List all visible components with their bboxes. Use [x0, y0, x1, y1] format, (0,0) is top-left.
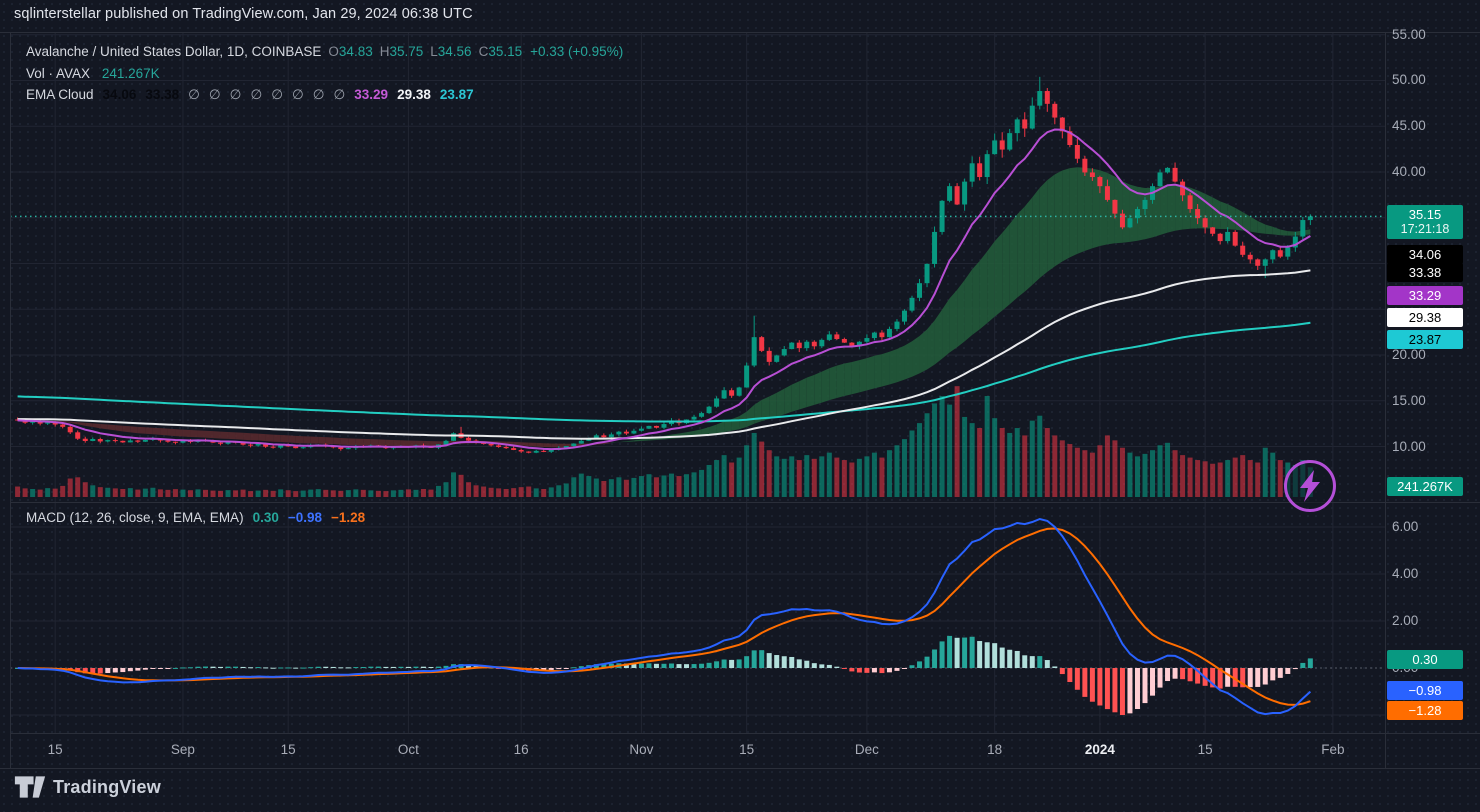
macd-value: −1.28 [331, 510, 366, 525]
ema-value: 29.38 [397, 87, 431, 102]
volume-label: Vol · AVAX [26, 66, 91, 81]
change-value: +0.33 (+0.95%) [530, 44, 624, 59]
time-axis-label: 15 [1197, 742, 1213, 757]
volume-value: 241.267K [101, 66, 160, 81]
ema-value: 33.38 [145, 87, 180, 102]
ema-cloud-label: EMA Cloud [26, 87, 94, 102]
axis-price-badge: 34.06 [1387, 244, 1463, 264]
time-axis-label: 18 [987, 742, 1003, 757]
boost-flash-button[interactable] [1284, 460, 1336, 512]
axis-tick-label: 45.00 [1392, 118, 1426, 133]
topbar-separator [0, 32, 1480, 33]
time-axis-label: Sep [170, 742, 195, 757]
ema-disabled-slot: ∅ [333, 87, 346, 102]
ohlc-letter: O [328, 44, 339, 59]
time-axis-label: Oct [397, 742, 419, 757]
axis-price-badge: 23.87 [1387, 329, 1463, 349]
macd-label: MACD (12, 26, close, 9, EMA, EMA) [26, 510, 244, 525]
axis-price-badge: −0.98 [1387, 680, 1463, 700]
time-axis-label: 16 [513, 742, 529, 757]
pane-left-border [10, 32, 11, 768]
ohlc-letter: L [430, 44, 438, 59]
footer-separator [0, 768, 1480, 769]
ema-disabled-slot: ∅ [208, 87, 221, 102]
published-bar: sqlinterstellar published on TradingView… [14, 6, 473, 22]
ohlc-letter: H [379, 44, 390, 59]
volume-legend-row[interactable]: Vol · AVAX 241.267K [26, 66, 160, 81]
axis-tick-label: 2.00 [1392, 613, 1419, 628]
tradingview-logo[interactable]: TradingView [14, 774, 161, 800]
axis-price-badge: 33.29 [1387, 285, 1463, 305]
symbol-title: Avalanche / United States Dollar, 1D, CO… [26, 44, 322, 59]
ohlc-value: 34.56 [437, 44, 472, 59]
ohlc-letter: C [478, 44, 489, 59]
time-scale-separator [10, 733, 1480, 734]
time-axis-label: 15 [280, 742, 296, 757]
ohlc-value: 35.15 [488, 44, 523, 59]
axis-price-badge: 33.38 [1387, 262, 1463, 282]
macd-pane-separator[interactable] [10, 502, 1480, 503]
ema-value: 23.87 [439, 87, 474, 102]
axis-tick-label: 15.00 [1392, 393, 1426, 408]
axis-tick-label: 40.00 [1392, 164, 1426, 179]
time-axis-label: Dec [854, 742, 879, 757]
brand-name: TradingView [53, 776, 161, 797]
ohlc-value: 35.75 [389, 44, 424, 59]
ohlc-value: 34.83 [338, 44, 373, 59]
lightning-bolt-icon [1300, 470, 1320, 502]
axis-tick-label: 55.00 [1392, 27, 1426, 42]
axis-price-badge: −1.28 [1387, 700, 1463, 720]
axis-price-badge: 241.267K [1387, 476, 1463, 496]
axis-tick-label: 6.00 [1392, 519, 1419, 534]
ema-cloud-values: 34.06 33.38 ∅ ∅ ∅ ∅ ∅ ∅ ∅ ∅ 33.29 29.38 23.87 [94, 87, 474, 102]
axis-tick-label: 20.00 [1392, 347, 1426, 362]
axis-price-badge: 35.15 17:21:18 [1387, 205, 1463, 239]
time-axis-label: 15 [739, 742, 755, 757]
macd-legend-row[interactable]: MACD (12, 26, close, 9, EMA, EMA) 0.30 −0.… [26, 510, 365, 525]
axis-price-badge: 0.30 [1387, 649, 1463, 669]
countdown-timer: 17:21:18 [1400, 222, 1450, 236]
axis-tick-label: 4.00 [1392, 566, 1419, 581]
ohlc-values: O34.83 H35.75 L34.56 C35.15 [321, 44, 522, 59]
time-axis-label: 2024 [1084, 742, 1115, 757]
tradingview-mark-icon [14, 776, 46, 798]
ema-disabled-slot: ∅ [271, 87, 283, 102]
ema-disabled-slot: ∅ [188, 87, 200, 102]
ema-value: 34.06 [102, 87, 137, 102]
time-axis-label: 15 [47, 742, 63, 757]
ema-disabled-slot: ∅ [291, 87, 304, 102]
ema-cloud-legend-row[interactable]: EMA Cloud 34.06 33.38 ∅ ∅ ∅ ∅ ∅ ∅ ∅ ∅ 33.29 29.38 23.… [26, 87, 474, 103]
time-axis-label: Nov [629, 742, 654, 757]
time-axis-label: Feb [1321, 742, 1345, 757]
axis-tick-label: 10.00 [1392, 439, 1426, 454]
ema-value: 33.29 [354, 87, 389, 102]
symbol-legend-row[interactable]: Avalanche / United States Dollar, 1D, CO… [26, 44, 623, 59]
macd-value: −0.98 [287, 510, 323, 525]
ema-disabled-slot: ∅ [229, 87, 242, 102]
ema-disabled-slot: ∅ [312, 87, 325, 102]
macd-values: 0.30 −0.98 −1.28 [244, 510, 366, 525]
macd-value: 0.30 [252, 510, 279, 525]
axis-tick-label: 50.00 [1392, 72, 1426, 87]
price-scale-separator [1385, 32, 1386, 768]
axis-price-badge: 29.38 [1387, 307, 1463, 327]
ema-disabled-slot: ∅ [250, 87, 263, 102]
